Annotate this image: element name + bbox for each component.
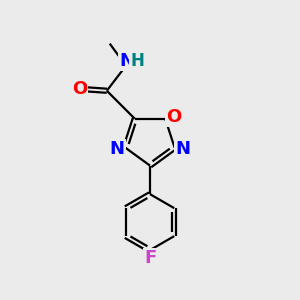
Text: N: N — [110, 140, 124, 158]
Text: F: F — [144, 249, 156, 267]
Text: H: H — [130, 52, 144, 70]
Text: O: O — [72, 80, 87, 98]
Text: N: N — [176, 140, 190, 158]
Text: N: N — [119, 52, 134, 70]
Text: O: O — [166, 108, 181, 126]
